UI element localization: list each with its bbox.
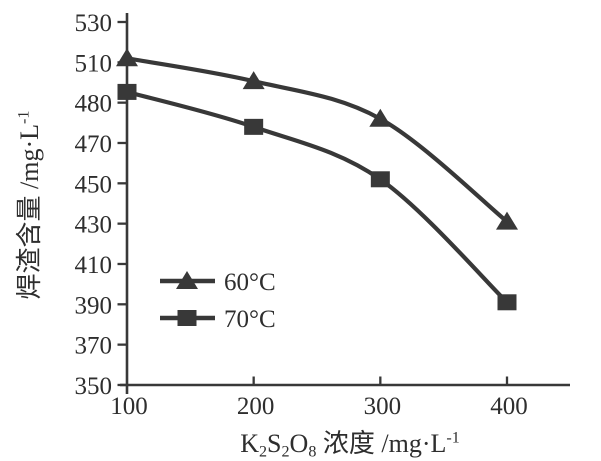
y-tick-label: 410 — [75, 252, 113, 279]
legend-marker-square — [177, 310, 197, 326]
data-point-triangle — [242, 71, 265, 90]
x-tick-label: 100 — [110, 393, 148, 420]
series-70c — [117, 83, 517, 311]
x-axis-title: K2S2O8 浓度 /mg·L-1 — [240, 429, 460, 461]
data-point-square — [244, 118, 264, 135]
data-point-square — [370, 171, 390, 188]
y-tick-label: 510 — [75, 50, 113, 77]
series-line — [124, 89, 510, 305]
legend-item: 60°C — [160, 269, 276, 296]
y-tick-label: 530 — [75, 10, 113, 37]
data-point-triangle — [369, 108, 392, 127]
legend-item: 70°C — [160, 306, 276, 333]
y-tick-label: 430 — [75, 212, 113, 239]
x-tick-label: 200 — [237, 393, 275, 420]
y-tick-label: 480 — [75, 91, 113, 118]
data-point-triangle — [116, 48, 138, 67]
legend: 60°C 70°C — [160, 269, 276, 333]
y-tick-label: 390 — [75, 292, 113, 319]
y-axis-title: 焊渣含量 /mg·L-1 — [15, 111, 44, 300]
x-tick-label: 400 — [490, 393, 528, 420]
legend-label: 60°C — [224, 269, 276, 296]
y-tick-label: 350 — [75, 373, 113, 400]
series-60c — [116, 48, 518, 230]
legend-marker-triangle — [176, 271, 198, 289]
data-point-square — [117, 83, 137, 100]
y-tick-label: 370 — [75, 333, 113, 360]
y-tick-label: 450 — [75, 171, 113, 198]
y-tick-label: 470 — [75, 131, 113, 158]
x-tick-label: 300 — [364, 393, 402, 420]
legend-label: 70°C — [224, 306, 276, 333]
data-point-triangle — [496, 211, 518, 230]
series-line — [124, 56, 510, 224]
data-point-square — [497, 294, 517, 311]
